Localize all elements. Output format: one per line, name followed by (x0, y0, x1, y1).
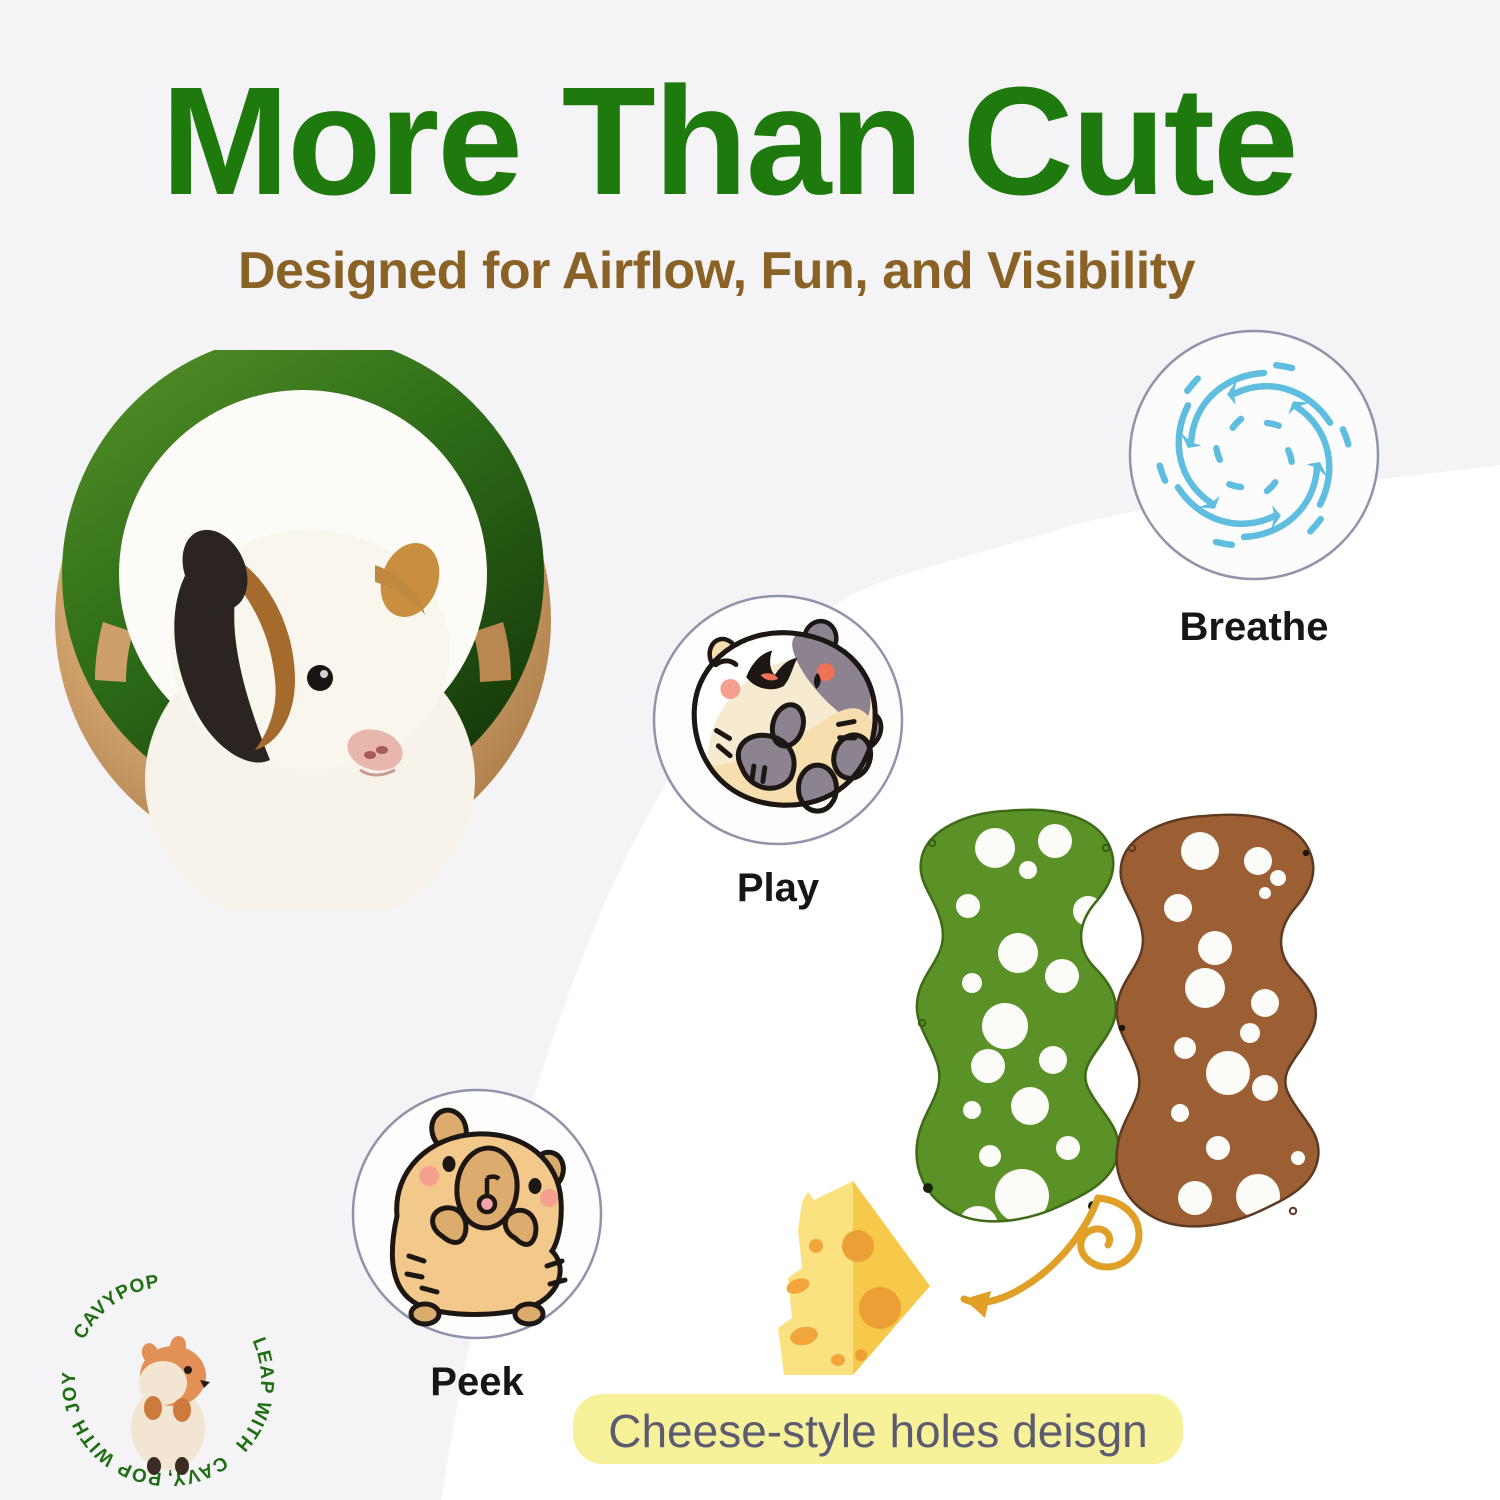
svg-text:LEAP WITH: LEAP WITH (231, 1335, 278, 1456)
svg-text:CAVYPOP: CAVYPOP (70, 1271, 161, 1342)
